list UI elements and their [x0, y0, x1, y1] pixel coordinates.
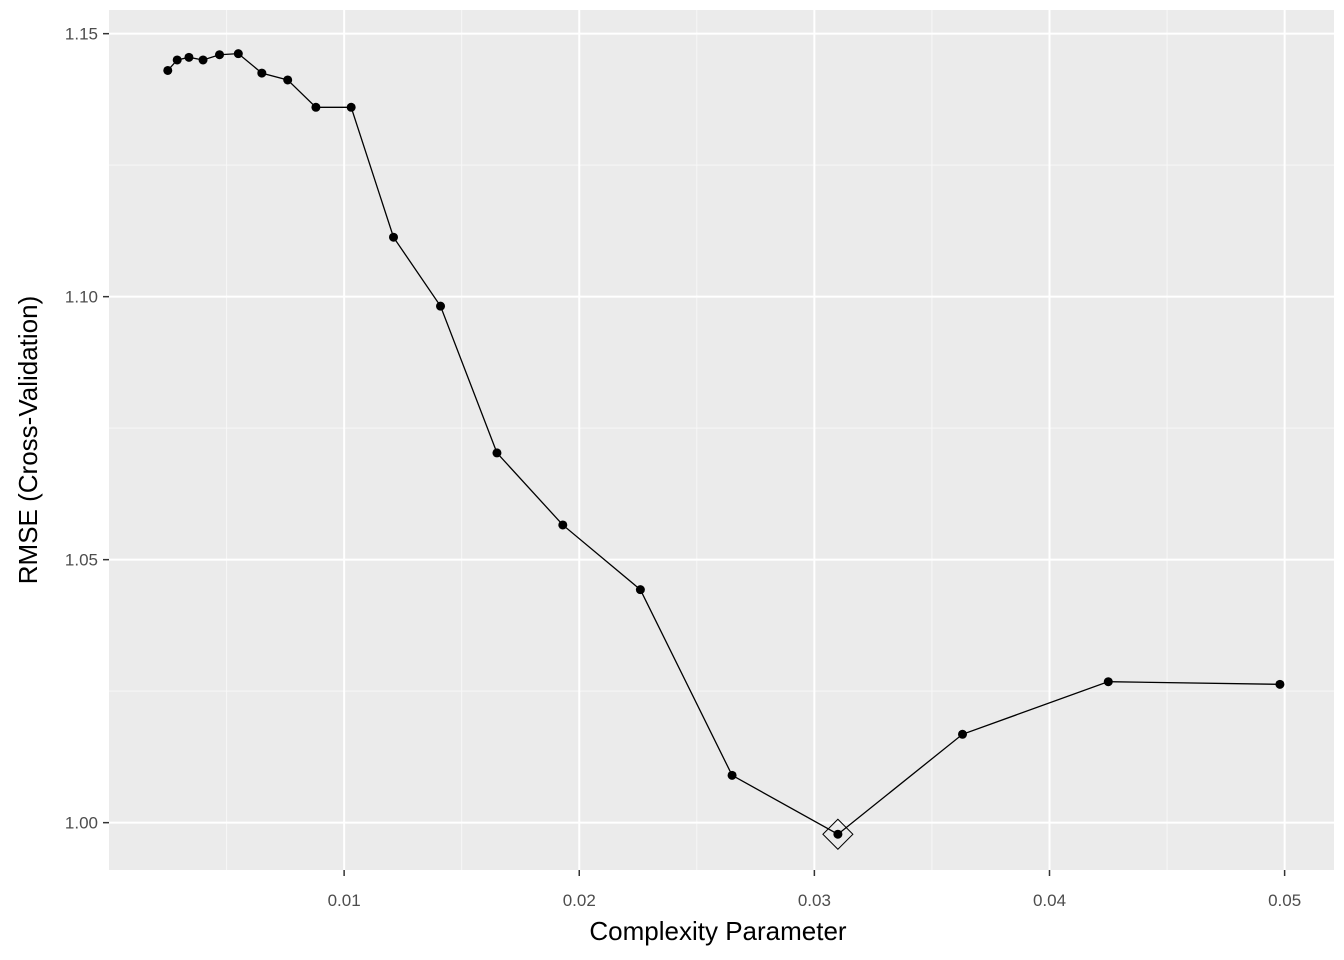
data-point [184, 52, 194, 62]
data-point [833, 829, 843, 839]
data-point [198, 55, 208, 65]
x-axis-title: Complexity Parameter [589, 916, 847, 946]
data-point [233, 49, 243, 59]
data-point [727, 770, 737, 780]
y-tick-label: 1.10 [65, 288, 98, 307]
x-tick-label: 0.03 [798, 891, 831, 910]
data-point [163, 65, 173, 75]
minor-gridlines [109, 10, 1334, 870]
data-point [1275, 679, 1285, 689]
y-axis-title: RMSE (Cross-Validation) [13, 296, 43, 584]
x-tick-label: 0.05 [1268, 891, 1301, 910]
major-gridlines [109, 10, 1334, 870]
data-point [436, 301, 446, 311]
y-tick-label: 1.05 [65, 551, 98, 570]
data-point [492, 448, 502, 458]
y-tick-label: 1.15 [65, 25, 98, 44]
best-point-marker [822, 818, 854, 850]
x-tick-label: 0.02 [563, 891, 596, 910]
data-point [215, 50, 225, 60]
data-point [172, 55, 182, 65]
data-point [346, 102, 356, 112]
data-point [635, 585, 645, 595]
points-layer [163, 49, 1285, 850]
data-point [1103, 677, 1113, 687]
y-tick-label: 1.00 [65, 814, 98, 833]
x-tick-label: 0.04 [1033, 891, 1066, 910]
data-point [283, 75, 293, 85]
y-axis-ticks: 1.00 1.05 1.10 1.15 [65, 25, 109, 833]
data-point [311, 102, 321, 112]
data-point [257, 68, 267, 78]
x-axis-ticks: 0.01 0.02 0.03 0.04 0.05 [328, 870, 1301, 910]
data-point [958, 729, 968, 739]
data-point [558, 520, 568, 530]
panel-background [109, 10, 1334, 870]
data-point [389, 232, 399, 242]
x-tick-label: 0.01 [328, 891, 361, 910]
